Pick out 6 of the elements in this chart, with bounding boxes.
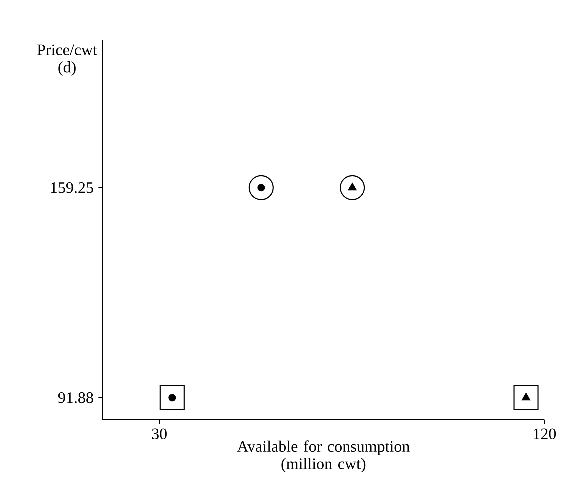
y-tick-label: 159.25 [51,182,94,194]
x-tick-label: 120 [534,428,556,440]
y-tick-label: 91.88 [58,392,94,404]
x-axis-title: Available for consumption (million cwt) [237,440,410,473]
y-axis-title: Price/cwt (d) [38,44,98,76]
x-tick-label: 30 [152,428,167,440]
